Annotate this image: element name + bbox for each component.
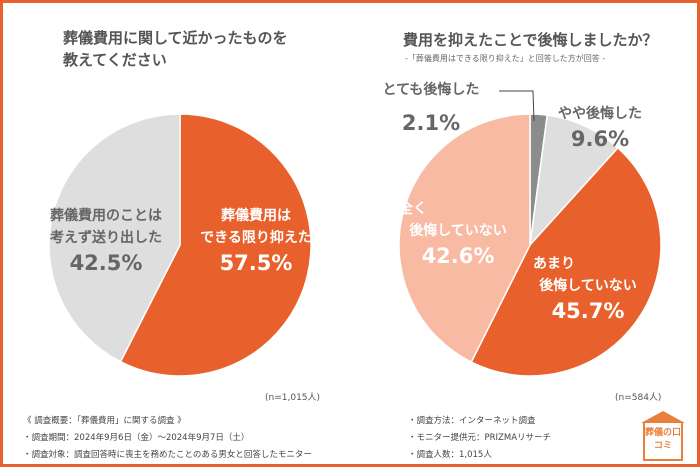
right-label-little-regret: あまり 後悔していない 45.7% [523, 253, 653, 325]
slice-label: あまり [533, 256, 575, 272]
logo-roof-icon [641, 411, 685, 423]
left-chart-title: 葬儀費用に関して近かったものを 教えてください [63, 27, 288, 71]
slice-label: 後悔していない [539, 278, 637, 294]
note-line: ・調査人数：1,015人 [408, 450, 492, 460]
survey-notes-left: 《 調査概要：「葬儀費用」に関する調査 》 ・調査期間：2024年9月6日（金）… [23, 413, 312, 464]
left-title-line-2: 教えてください [63, 51, 167, 69]
slice-label: 葬儀費用は [221, 208, 291, 224]
left-label-orange: 葬儀費用は できる限り抑えた 57.5% [181, 205, 331, 277]
logo-text: 葬儀の口コミ [645, 428, 682, 451]
slice-label: できる限り抑えた [200, 230, 312, 246]
left-label-gray: 葬儀費用のことは 考えず送り出した 42.5% [31, 205, 181, 277]
right-label-very-regret: とても後悔した 2.1% [371, 79, 491, 137]
slice-percent: 57.5% [219, 251, 293, 275]
slice-label: 全く [399, 201, 427, 217]
leader-line [499, 90, 535, 122]
slice-label: 後悔していない [409, 223, 507, 239]
note-line: ・調査方法：インターネット調査 [408, 416, 536, 426]
slice-percent: 45.7% [551, 299, 625, 323]
right-sample-size: (n=584人) [615, 393, 662, 403]
slice-percent: 42.5% [69, 251, 143, 275]
pie-slice [470, 146, 662, 377]
logo: 葬儀の口コミ [641, 411, 685, 461]
note-line: ・調査対象：調査回答時に喪主を務めたことのある男女と回答したモニター [23, 450, 312, 460]
survey-notes-right: ・調査方法：インターネット調査 ・モニター提供元：PRIZMAリサーチ ・調査人… [408, 413, 551, 464]
note-line: 《 調査概要：「葬儀費用」に関する調査 》 [23, 416, 186, 426]
pie-slice [398, 113, 531, 364]
pie-slice [119, 113, 312, 377]
pie-slice [528, 114, 619, 248]
pie-slice [48, 113, 181, 363]
slice-percent: 42.6% [421, 244, 495, 268]
pie-charts [48, 90, 662, 377]
slice-percent: 2.1% [401, 111, 461, 135]
slice-label: やや後悔した [558, 106, 642, 122]
slice-label: とても後悔した [382, 82, 480, 98]
right-chart-title: 費用を抑えたことで後悔しましたか？ [403, 31, 658, 49]
slice-label: 葬儀費用のことは [50, 208, 162, 224]
left-title-line-1: 葬儀費用に関して近かったものを [63, 29, 288, 47]
right-chart-subtitle: -「葬儀費用はできる限り抑えた」と回答した方が回答 - [405, 54, 606, 63]
right-label-no-regret: 全く 後悔していない 42.6% [393, 198, 523, 270]
slice-label: 考えず送り出した [50, 230, 162, 246]
left-sample-size: (n=1,015人) [265, 393, 321, 403]
slice-percent: 9.6% [570, 127, 630, 151]
right-label-some-regret: やや後悔した 9.6% [545, 103, 655, 153]
note-line: ・モニター提供元：PRIZMAリサーチ [408, 433, 552, 443]
note-line: ・調査期間：2024年9月6日（金）～2024年9月7日（土） [23, 433, 250, 443]
